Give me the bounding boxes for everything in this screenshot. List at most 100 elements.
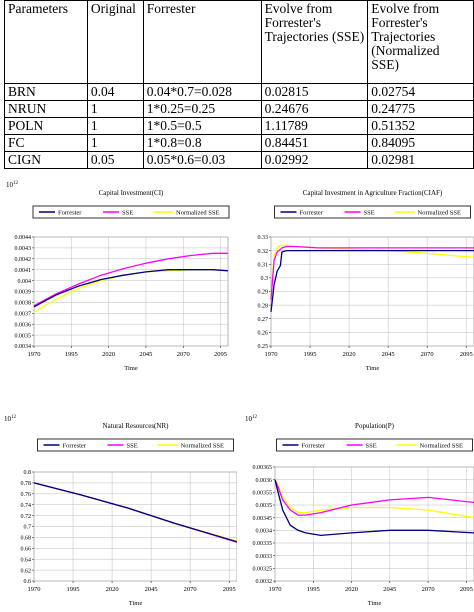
chart-natural-resources: 1012 Natural Resources(NR) Forrester SSE Nor… xyxy=(4,415,237,607)
table-cell: 0.84095 xyxy=(367,134,474,152)
x-tick-label: 1995 xyxy=(65,351,78,358)
y-tick-label: 0.004 xyxy=(18,279,32,285)
header-original: Original xyxy=(86,0,144,84)
table-cell: 0.84451 xyxy=(260,134,369,152)
legend-label-sse: SSE xyxy=(127,443,138,450)
header-parameters: Parameters xyxy=(4,0,88,84)
x-tick-label: 2070 xyxy=(184,586,197,593)
legend-label-forrester: Forrester xyxy=(300,210,324,217)
table-cell: 0.51352 xyxy=(367,117,474,135)
y-tick-label: 0.0036 xyxy=(256,478,273,484)
series-line-forrester xyxy=(33,269,229,308)
y-tick-label: 0.0035 xyxy=(256,503,273,509)
y-tick-label: 0.72 xyxy=(21,514,32,520)
y-tick-label: 0.6 xyxy=(24,579,32,585)
table-row: BRN 0.04 0.04*0.7=0.028 0.02815 0.02754 xyxy=(4,83,474,101)
x-axis-label: Time xyxy=(129,600,143,607)
header-forrester: Forrester xyxy=(142,0,262,84)
x-tick-label: 2045 xyxy=(382,351,395,358)
y-tick-label: 0.32 xyxy=(258,249,269,255)
table-row: NRUN 1 1*0.25=0.25 0.24676 0.24775 xyxy=(4,100,474,118)
y-tick-label: 0.0039 xyxy=(15,290,32,296)
axis-exponent: 1012 xyxy=(4,415,17,423)
chart-population: 1012 Population(P) Forrester SSE Normalized … xyxy=(245,415,474,607)
header-evolve-sse: Evolve from Forrester's Trajectories (SS… xyxy=(260,0,369,84)
x-tick-label: 2095 xyxy=(223,586,236,593)
y-tick-label: 0.0042 xyxy=(15,257,32,263)
x-tick-label: 2020 xyxy=(343,351,356,358)
x-tick-label: 1995 xyxy=(67,586,80,593)
x-tick-label: 1970 xyxy=(28,586,41,593)
y-tick-label: 0.00335 xyxy=(253,541,273,547)
y-tick-label: 0.68 xyxy=(21,536,32,542)
table-header-row: Parameters Original Forrester Evolve fro… xyxy=(4,0,474,84)
legend-label-sse: SSE xyxy=(364,210,375,217)
y-tick-label: 0.66 xyxy=(21,547,32,553)
y-tick-label: 0.0035 xyxy=(15,333,32,339)
series-line-forrester xyxy=(270,249,474,312)
chart-capital-investment: 1012 Capital Investment(CI) Forrester SSE No… xyxy=(6,181,230,372)
table-cell: 0.05*0.6=0.03 xyxy=(142,151,262,169)
chart-title: Capital Investment(CI) xyxy=(99,189,164,197)
table-row: CIGN 0.05 0.05*0.6=0.03 0.02992 0.02981 xyxy=(4,151,474,169)
x-axis-label: Time xyxy=(368,600,382,607)
axis-exponent: 1012 xyxy=(245,415,258,423)
table-cell: NRUN xyxy=(4,100,88,118)
legend-label-sse: SSE xyxy=(366,443,377,450)
series-line-forrester xyxy=(33,482,237,543)
y-tick-label: 0.0034 xyxy=(256,529,273,535)
x-tick-label: 2070 xyxy=(422,586,435,593)
table-cell: 1 xyxy=(86,117,144,135)
y-tick-label: 0.62 xyxy=(21,568,32,574)
y-tick-label: 0.74 xyxy=(21,503,32,509)
table-cell: 0.02815 xyxy=(260,83,369,101)
legend-label-normalized-sse: Normalized SSE xyxy=(181,443,225,450)
y-tick-label: 0.7 xyxy=(24,525,32,531)
y-tick-label: 0.0036 xyxy=(15,322,32,328)
axis-exponent: 1012 xyxy=(6,181,19,189)
y-tick-label: 0.8 xyxy=(24,470,32,476)
x-tick-label: 1995 xyxy=(304,351,317,358)
x-tick-label: 2070 xyxy=(421,351,434,358)
x-tick-label: 2070 xyxy=(177,351,190,358)
y-tick-label: 0.0033 xyxy=(256,554,273,560)
y-tick-label: 0.25 xyxy=(258,344,269,350)
y-tick-label: 0.0034 xyxy=(15,344,32,350)
x-tick-label: 2045 xyxy=(139,351,152,358)
y-tick-label: 0.76 xyxy=(21,492,32,498)
x-axis-label: Time xyxy=(366,365,380,372)
table-cell: 0.02981 xyxy=(367,151,474,169)
legend-box xyxy=(37,438,234,452)
table-cell: 0.05 xyxy=(86,151,144,169)
series-line-normalized-sse xyxy=(274,479,474,519)
x-tick-label: 2020 xyxy=(106,586,119,593)
chart-title: Population(P) xyxy=(355,422,395,430)
table-cell: BRN xyxy=(4,83,88,101)
y-tick-label: 0.33 xyxy=(258,235,269,241)
y-tick-label: 0.0043 xyxy=(15,246,32,252)
x-axis-label: Time xyxy=(124,365,138,372)
table-cell: 0.24775 xyxy=(367,100,474,118)
x-tick-label: 2045 xyxy=(383,586,396,593)
table-cell: 1.11789 xyxy=(260,117,369,135)
chart-title: Natural Resources(NR) xyxy=(103,422,170,430)
chart-capital-investment-agriculture-fraction: Capital Investment in Agriculture Fracti… xyxy=(258,189,474,372)
x-tick-label: 2020 xyxy=(345,586,358,593)
table-cell: CIGN xyxy=(4,151,88,169)
y-tick-label: 0.00325 xyxy=(253,567,273,573)
legend-box xyxy=(276,438,473,452)
y-tick-label: 0.0037 xyxy=(15,312,32,318)
legend-label-forrester: Forrester xyxy=(63,443,87,450)
legend-label-forrester: Forrester xyxy=(58,210,82,217)
x-tick-label: 2095 xyxy=(214,351,227,358)
table-cell: 0.24676 xyxy=(260,100,369,118)
y-tick-label: 0.00365 xyxy=(253,465,273,471)
series-line-sse xyxy=(33,252,228,307)
y-tick-label: 0.00355 xyxy=(253,491,273,497)
y-tick-label: 0.29 xyxy=(258,290,269,296)
y-tick-label: 0.0041 xyxy=(15,268,32,274)
table-cell: 0.04*0.7=0.028 xyxy=(142,83,262,101)
table-cell: 0.02992 xyxy=(260,151,369,169)
series-line-sse xyxy=(270,245,474,300)
legend-label-forrester: Forrester xyxy=(302,443,326,450)
